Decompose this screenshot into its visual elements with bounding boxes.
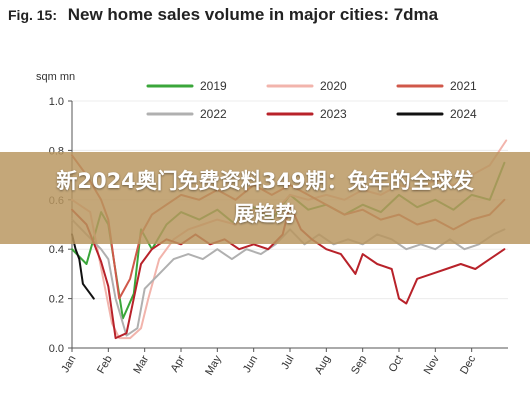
x-tick-label: Feb [95, 354, 115, 376]
x-tick-label: Sep [349, 354, 369, 377]
legend-label-2019: 2019 [200, 79, 227, 93]
legend-label-2021: 2021 [450, 79, 477, 93]
chart-title-text: New home sales volume in major cities: 7… [67, 5, 439, 24]
x-tick-label: Dec [458, 353, 478, 376]
x-tick-label: Jul [279, 354, 296, 372]
y-tick-label: 0.4 [49, 244, 64, 256]
chart-legend: 2019 2020 2021 2022 2023 2024 [146, 79, 477, 121]
x-tick-label: Oct [387, 354, 406, 375]
figure-label: Fig. 15: [8, 7, 58, 23]
y-tick-label: 0.0 [49, 343, 64, 355]
chart-title: Fig. 15: New home sales volume in major … [8, 4, 523, 26]
legend-label-2023: 2023 [320, 107, 347, 121]
x-tick-label: Nov [422, 353, 442, 376]
legend-label-2022: 2022 [200, 107, 227, 121]
y-axis-label: sqm mn [36, 71, 75, 83]
x-tick-label: Mar [131, 353, 151, 376]
series-line-2022 [71, 218, 506, 337]
legend-label-2024: 2024 [450, 107, 477, 121]
y-tick-label: 1.0 [49, 96, 64, 108]
series-line-2024 [71, 233, 95, 300]
y-tick-label: 0.2 [49, 294, 64, 306]
x-tick-label: Aug [313, 354, 333, 377]
promo-banner-text: 新2024奥门免费资料349期：兔年的全球发展趋势 [56, 169, 474, 226]
legend-label-2020: 2020 [320, 79, 347, 93]
x-tick-label: Jun [241, 354, 260, 375]
x-tick-label: Apr [169, 353, 188, 374]
promo-banner: 新2024奥门免费资料349期：兔年的全球发展趋势 [0, 152, 530, 244]
x-tick-label: May [203, 353, 224, 377]
x-tick-label: Jan [59, 354, 78, 375]
